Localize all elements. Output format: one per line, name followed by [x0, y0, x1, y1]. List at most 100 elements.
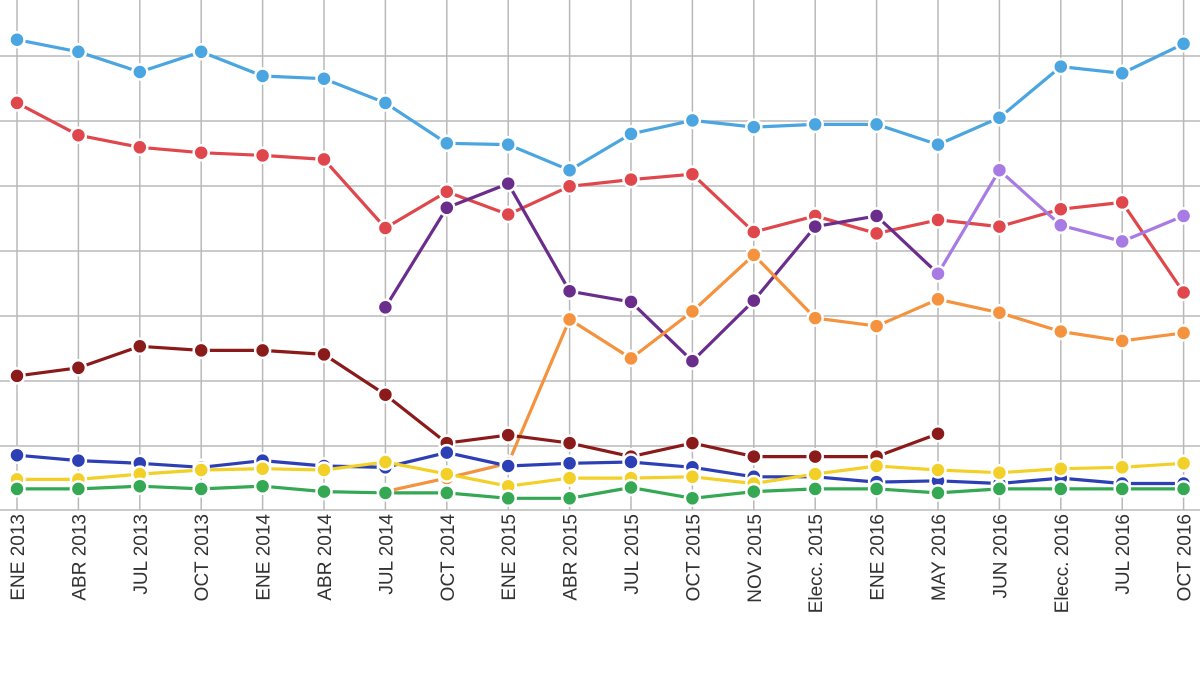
series-2-point-14 [867, 207, 886, 225]
series-7-point-4 [253, 459, 272, 478]
series-4-point-18 [1113, 332, 1131, 350]
series-8-point-16 [990, 480, 1009, 498]
series-1-point-15 [929, 211, 947, 229]
x-tick-label-5: ABR 2014 [315, 514, 336, 601]
series-0-point-11 [683, 111, 702, 130]
series-1-point-18 [1113, 193, 1131, 212]
series-8-point-11 [683, 489, 702, 508]
series-1-point-5 [315, 150, 333, 169]
series-1-point-6 [376, 219, 395, 237]
series-7-point-16 [990, 463, 1009, 482]
series-8-point-6 [376, 484, 395, 502]
series-8-point-5 [315, 482, 333, 501]
series-0-point-16 [990, 108, 1009, 127]
series-5-point-4 [253, 341, 272, 360]
series-0-point-14 [867, 115, 886, 134]
x-tick-label-7: OCT 2014 [438, 514, 459, 602]
series-8-point-2 [131, 477, 149, 495]
series-0-point-5 [315, 69, 333, 88]
series-0-point-6 [376, 94, 395, 112]
series-1-point-10 [622, 170, 640, 189]
series-5-point-1 [69, 359, 88, 377]
series-5-point-2 [131, 337, 149, 356]
series-0-point-13 [806, 115, 824, 134]
series-4-point-17 [1052, 322, 1070, 341]
series-8-point-4 [253, 477, 272, 495]
series-6-point-8 [499, 457, 517, 475]
series-0-point-12 [745, 118, 763, 136]
series-1-point-1 [69, 126, 88, 144]
series-8-point-0 [8, 480, 26, 498]
series-8-point-3 [192, 480, 210, 498]
series-7-point-18 [1113, 458, 1131, 477]
series-8-line [17, 484, 1184, 500]
x-tick-label-11: OCT 2015 [683, 514, 704, 601]
series-1-point-12 [745, 223, 763, 241]
x-tick-label-2: JUL 2013 [131, 514, 152, 595]
x-tick-label-9: ABR 2015 [561, 514, 582, 601]
x-tick-label-3: OCT 2013 [192, 514, 213, 601]
series-2-point-13 [806, 217, 824, 236]
series-7-point-3 [192, 461, 210, 479]
series-6-point-10 [622, 453, 640, 471]
series-5-point-11 [683, 434, 702, 452]
series-2-point-11 [683, 352, 702, 370]
series-8-point-15 [929, 484, 947, 502]
x-tick-label-4: ENE 2014 [254, 514, 275, 601]
series-5-point-13 [806, 447, 824, 466]
series-4-point-12 [745, 246, 763, 264]
series-1-line [16, 101, 1185, 294]
series-8-point-7 [438, 484, 456, 502]
series-5-point-12 [745, 447, 763, 466]
series-1-point-8 [499, 205, 517, 224]
x-tick-label-12: NOV 2015 [745, 514, 766, 603]
series-2-point-6 [376, 298, 395, 317]
series-3-point-16 [990, 161, 1009, 179]
x-tick-label-18: JUL 2016 [1113, 514, 1134, 595]
series-8-point-14 [867, 480, 886, 498]
series-8-point-13 [806, 480, 824, 498]
series-0-point-9 [560, 161, 579, 179]
series-7-point-6 [376, 453, 395, 471]
x-tick-label-17: Elecc. 2016 [1052, 514, 1073, 613]
series-4-point-14 [867, 317, 886, 335]
series-6-point-1 [69, 451, 88, 470]
x-tick-label-0: ENE 2013 [8, 514, 29, 601]
series-lines [16, 38, 1185, 500]
series-7-point-5 [315, 461, 333, 479]
series-0-point-0 [8, 30, 26, 49]
series-7-point-7 [438, 465, 456, 483]
series-4-line [385, 253, 1184, 494]
series-1-point-2 [131, 138, 149, 157]
series-5-point-15 [929, 424, 947, 443]
series-0-point-3 [192, 43, 210, 61]
series-7-line [17, 460, 1184, 488]
series-5-point-5 [315, 345, 333, 364]
series-8-point-1 [69, 480, 88, 498]
series-2-point-7 [438, 199, 456, 217]
x-tick-label-14: ENE 2016 [868, 514, 889, 601]
series-8-point-18 [1113, 480, 1131, 498]
series-4-point-11 [683, 302, 702, 321]
series-5-point-6 [376, 385, 395, 404]
series-8-point-10 [622, 478, 640, 497]
series-7-point-19 [1174, 454, 1193, 473]
series-6-point-0 [8, 446, 26, 464]
series-0-point-10 [622, 125, 640, 143]
series-5-point-9 [560, 434, 579, 452]
series-5-point-0 [8, 367, 26, 385]
series-0-point-17 [1052, 57, 1070, 76]
x-tick-label-6: JUL 2014 [376, 514, 397, 595]
series-8-point-9 [560, 489, 579, 508]
series-2-point-10 [622, 293, 640, 311]
series-0-point-19 [1174, 35, 1193, 53]
series-0-line [16, 38, 1185, 172]
series-7-point-17 [1052, 459, 1070, 478]
series-5-point-3 [192, 341, 210, 360]
series-3-point-19 [1174, 207, 1193, 225]
series-2-line [384, 182, 940, 363]
series-2-point-9 [560, 282, 579, 300]
series-8-point-19 [1174, 480, 1193, 498]
series-8-point-17 [1052, 480, 1070, 498]
